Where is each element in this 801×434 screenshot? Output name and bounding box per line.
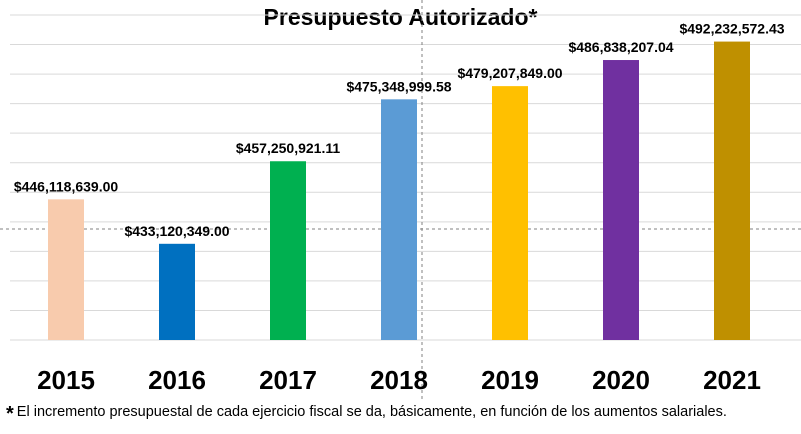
x-tick-2015: 2015 xyxy=(37,365,95,395)
bar-2019 xyxy=(492,86,528,340)
value-label-2015: $446,118,639.00 xyxy=(14,178,119,194)
bar-2021 xyxy=(714,41,750,340)
bar-2018 xyxy=(381,99,417,340)
bar-2015 xyxy=(48,199,84,340)
value-label-2019: $479,207,849.00 xyxy=(457,65,562,81)
guide-lines xyxy=(0,0,801,400)
chart-title: Presupuesto Autorizado* xyxy=(263,4,538,30)
x-tick-2018: 2018 xyxy=(370,365,428,395)
value-label-2021: $492,232,572.43 xyxy=(679,21,784,37)
x-tick-2019: 2019 xyxy=(481,365,539,395)
value-labels: $446,118,639.00 $433,120,349.00 $457,250,9… xyxy=(14,21,785,239)
value-label-2020: $486,838,207.04 xyxy=(568,39,673,55)
x-tick-2020: 2020 xyxy=(592,365,650,395)
bar-chart: $446,118,639.00 $433,120,349.00 $457,250,9… xyxy=(0,0,801,400)
bar-2017 xyxy=(270,161,306,340)
footnote-marker: * xyxy=(6,403,14,425)
x-tick-2017: 2017 xyxy=(259,365,317,395)
bar-2020 xyxy=(603,60,639,340)
bar-2016 xyxy=(159,243,195,340)
value-label-2018: $475,348,999.58 xyxy=(346,78,451,94)
x-tick-labels: 2015 2016 2017 2018 2019 2020 2021 xyxy=(37,365,761,395)
value-label-2017: $457,250,921.11 xyxy=(236,140,341,156)
value-label-2016: $433,120,349.00 xyxy=(124,223,229,239)
footnote-text: El incremento presupuestal de cada ejerc… xyxy=(16,404,727,420)
footnote: * El incremento presupuestal de cada ejer… xyxy=(6,403,727,426)
x-tick-2016: 2016 xyxy=(148,365,206,395)
x-tick-2021: 2021 xyxy=(703,365,761,395)
bars xyxy=(48,41,750,340)
